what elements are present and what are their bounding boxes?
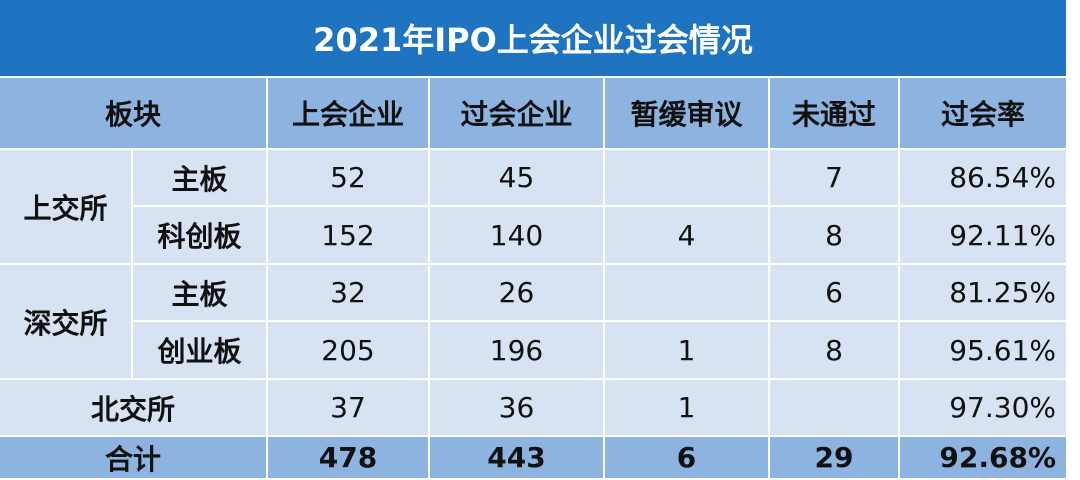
value-cell (605, 150, 770, 207)
value-cell: 1 (605, 322, 770, 380)
header-cell: 上会企业 (268, 78, 430, 150)
header-cell: 未通过 (770, 78, 900, 150)
value-cell: 6 (770, 265, 900, 322)
header-cell: 过会企业 (430, 78, 605, 150)
value-cell: 86.54% (900, 150, 1068, 207)
value-cell: 92.68% (900, 437, 1068, 480)
value-cell: 29 (770, 437, 900, 480)
value-cell: 478 (268, 437, 430, 480)
value-cell: 4 (605, 207, 770, 265)
value-cell: 45 (430, 150, 605, 207)
board-cell: 创业板 (133, 322, 268, 380)
value-cell: 92.11% (900, 207, 1068, 265)
value-cell: 8 (770, 322, 900, 380)
value-cell: 6 (605, 437, 770, 480)
table-title: 2021年IPO上会企业过会情况 (0, 0, 1068, 78)
value-cell: 36 (430, 380, 605, 437)
value-cell: 97.30% (900, 380, 1068, 437)
value-cell (770, 380, 900, 437)
value-cell: 81.25% (900, 265, 1068, 322)
value-cell: 8 (770, 207, 900, 265)
board-cell: 主板 (133, 265, 268, 322)
total-label: 合计 (0, 437, 268, 480)
value-cell: 26 (430, 265, 605, 322)
header-cell: 暂缓审议 (605, 78, 770, 150)
value-cell: 443 (430, 437, 605, 480)
value-cell: 205 (268, 322, 430, 380)
header-cell: 过会率 (900, 78, 1068, 150)
value-cell: 7 (770, 150, 900, 207)
value-cell: 95.61% (900, 322, 1068, 380)
board-cell: 科创板 (133, 207, 268, 265)
exchange-cell: 上交所 (0, 150, 133, 265)
exchange-cell: 深交所 (0, 265, 133, 380)
value-cell: 32 (268, 265, 430, 322)
value-cell: 52 (268, 150, 430, 207)
value-cell: 1 (605, 380, 770, 437)
exchange-cell: 北交所 (0, 380, 268, 437)
header-cell: 板块 (0, 78, 268, 150)
value-cell: 37 (268, 380, 430, 437)
value-cell (605, 265, 770, 322)
value-cell: 140 (430, 207, 605, 265)
board-cell: 主板 (133, 150, 268, 207)
value-cell: 196 (430, 322, 605, 380)
value-cell: 152 (268, 207, 430, 265)
